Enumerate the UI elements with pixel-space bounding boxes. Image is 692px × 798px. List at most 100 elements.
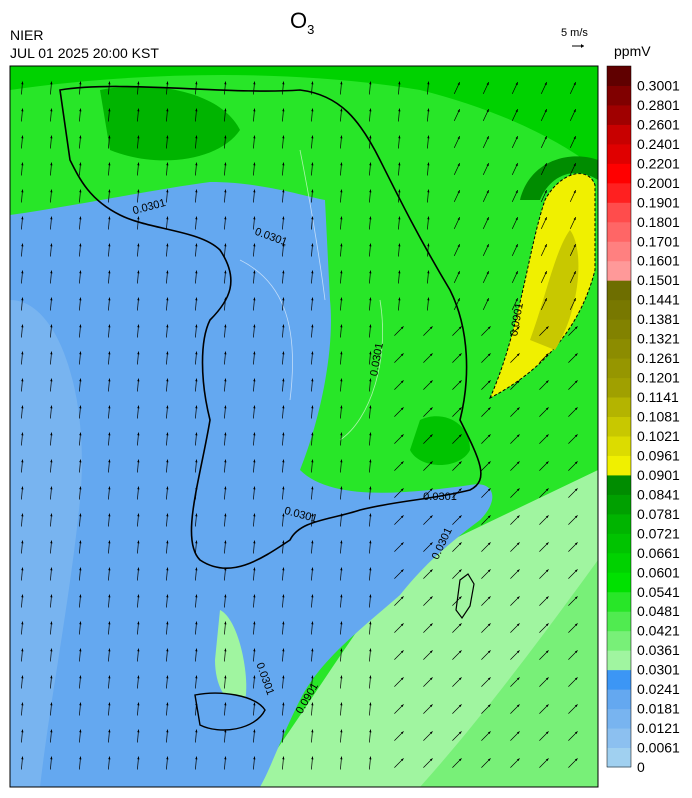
arrow-head (50, 729, 53, 733)
arrow-head (574, 650, 578, 654)
arrow-head (282, 216, 285, 220)
wind-arrow (510, 353, 520, 363)
arrow-head (573, 109, 576, 113)
arrow-head (282, 297, 285, 301)
arrow-head (21, 729, 24, 733)
legend-swatch (607, 124, 631, 145)
arrow-head (282, 351, 285, 355)
wind-scale-head (581, 44, 584, 48)
arrow-head (544, 271, 547, 275)
wind-arrow (311, 648, 314, 662)
arrow-head (398, 81, 401, 85)
wind-arrow (50, 378, 53, 392)
arrow-head (137, 756, 140, 760)
wind-arrow (423, 731, 433, 741)
wind-arrow (166, 540, 169, 554)
arrow-head (137, 162, 140, 166)
arrow-head (427, 108, 430, 112)
arrow-head (166, 540, 169, 544)
arrow-head (487, 542, 491, 546)
arrow-head (457, 298, 460, 302)
wind-arrow (224, 189, 227, 203)
arrow-head (50, 108, 53, 112)
arrow-head (369, 378, 372, 382)
arrow-head (427, 189, 430, 193)
wind-arrow (311, 351, 314, 365)
arrow-head (108, 648, 111, 652)
wind-arrow (137, 702, 140, 716)
arrow-head (282, 513, 285, 517)
legend-swatch (607, 85, 631, 106)
wind-arrow (398, 297, 401, 311)
arrow-head (166, 729, 169, 733)
wind-arrow (50, 729, 53, 743)
wind-arrow (50, 108, 53, 122)
arrow-head (458, 731, 462, 735)
wind-arrow (166, 756, 169, 770)
wind-arrow (253, 108, 256, 122)
arrow-head (398, 135, 401, 139)
wind-arrow (137, 297, 140, 311)
wind-arrow (482, 216, 490, 230)
wind-arrow (427, 135, 430, 149)
wind-arrow (311, 297, 314, 311)
arrow-head (573, 82, 576, 86)
arrow-head (195, 297, 198, 301)
wind-arrow (195, 270, 198, 284)
arrow-head (253, 486, 256, 490)
arrow-head (21, 108, 24, 112)
wind-arrow (510, 677, 520, 687)
wind-arrow (423, 542, 433, 552)
arrow-head (458, 407, 462, 411)
legend-swatch (607, 377, 631, 398)
arrow-head (311, 540, 314, 544)
arrow-head (340, 351, 343, 355)
wind-arrow (21, 567, 24, 581)
legend-swatch (607, 260, 631, 281)
wind-arrow (539, 461, 549, 471)
wind-arrow (79, 378, 82, 392)
arrow-head (398, 189, 401, 193)
legend-swatch (607, 611, 631, 632)
wind-arrow (539, 515, 549, 525)
arrow-head (340, 702, 343, 706)
arrow-head (340, 567, 343, 571)
arrow-head (311, 297, 314, 301)
arrow-head (544, 136, 547, 140)
wind-arrow (282, 594, 285, 608)
arrow-head (574, 569, 578, 573)
wind-arrow (453, 162, 461, 176)
arrow-head (340, 486, 343, 490)
arrow-head (429, 677, 433, 681)
arrow-head (137, 648, 140, 652)
wind-arrow (166, 162, 169, 176)
arrow-head (516, 596, 520, 600)
arrow-head (427, 162, 430, 166)
arrow-head (340, 81, 343, 85)
wind-arrow (482, 162, 490, 176)
arrow-head (369, 594, 372, 598)
arrow-head (224, 216, 227, 220)
arrow-head (311, 162, 314, 166)
arrow-head (573, 271, 576, 275)
wind-arrow (21, 594, 24, 608)
wind-arrow (166, 324, 169, 338)
arrow-head (21, 297, 24, 301)
legend-swatch (607, 202, 631, 223)
wind-arrow (108, 567, 111, 581)
arrow-head (137, 378, 140, 382)
wind-arrow (108, 297, 111, 311)
field-dark (100, 86, 240, 161)
arrow-head (137, 459, 140, 463)
arrow-head (50, 459, 53, 463)
wind-arrow (195, 648, 198, 662)
arrow-head (108, 135, 111, 139)
arrow-head (515, 271, 518, 275)
wind-arrow (540, 297, 548, 311)
wind-arrow (21, 621, 24, 635)
wind-arrow (166, 135, 169, 149)
legend-swatch (607, 299, 631, 320)
arrow-head (515, 136, 518, 140)
wind-arrow (369, 378, 372, 392)
wind-arrow (195, 621, 198, 635)
